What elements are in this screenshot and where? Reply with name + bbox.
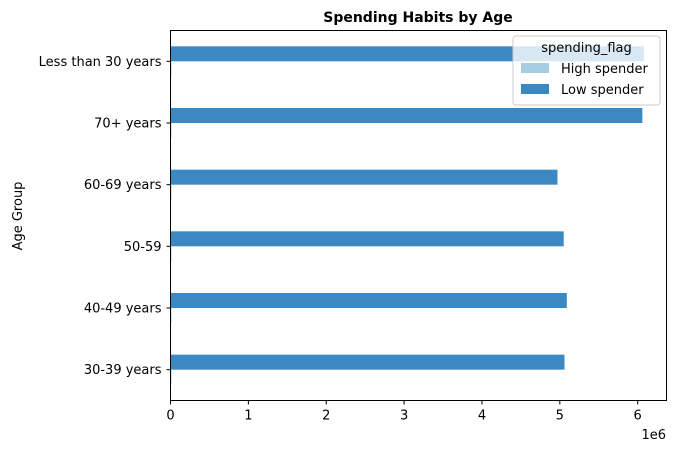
y-axis-label: Age Group <box>11 182 26 251</box>
y-tick-label: 50-59 <box>124 240 162 255</box>
legend-label: High spender <box>561 62 649 77</box>
bar-low-spender-0 <box>170 354 565 370</box>
y-axis-ticks: 30-39 years 40-49 years 50-59 60-69 years 70… <box>39 55 171 378</box>
legend-label: Low spender <box>561 83 644 98</box>
x-tick-label: 5 <box>556 409 564 424</box>
bar-low-spender-1 <box>170 293 567 308</box>
y-tick-label: 70+ years <box>94 117 162 132</box>
y-tick-label: Less than 30 years <box>39 55 162 70</box>
bar-low-spender-2 <box>170 231 564 247</box>
legend-swatch <box>521 84 549 94</box>
plot-frame <box>170 30 667 401</box>
legend-swatch <box>521 63 549 73</box>
legend: spending_flag High spender Low spender <box>512 35 661 106</box>
x-tick-label: 3 <box>400 409 408 424</box>
x-tick-label: 1 <box>244 409 252 424</box>
bar-low-spender-4 <box>170 108 643 123</box>
chart-title: Spending Habits by Age <box>323 10 513 26</box>
bar-low-spender-3 <box>170 169 558 185</box>
y-tick-label: 40-49 years <box>84 302 162 317</box>
x-axis-ticks: 0 1 2 3 4 5 6 <box>166 400 642 424</box>
x-tick-label: 2 <box>322 409 330 424</box>
x-tick-label: 6 <box>634 409 642 424</box>
y-tick-label: 60-69 years <box>84 178 162 193</box>
legend-box <box>512 35 661 106</box>
x-axis-scale-label: 1e6 <box>641 428 666 443</box>
y-tick-label: 30-39 years <box>84 363 162 378</box>
x-tick-label: 0 <box>166 409 174 424</box>
legend-title: spending_flag <box>541 41 632 56</box>
x-tick-label: 4 <box>478 409 486 424</box>
